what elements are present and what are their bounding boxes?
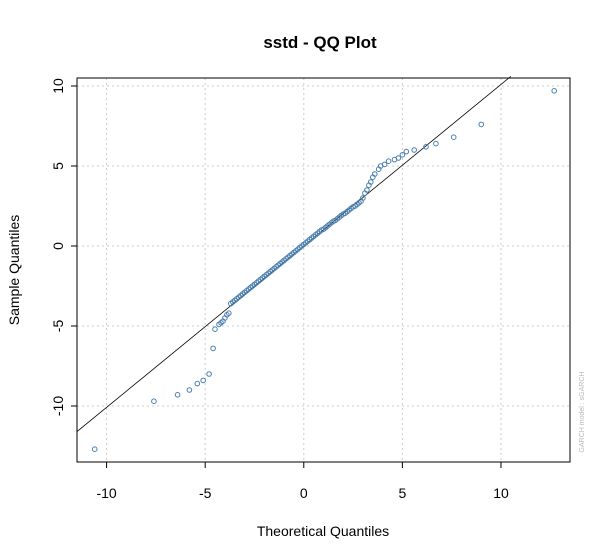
data-point bbox=[372, 171, 378, 177]
x-tick-label: 0 bbox=[300, 485, 308, 501]
x-axis: -10 -5 0 5 10 bbox=[96, 462, 509, 501]
data-point bbox=[478, 121, 485, 128]
data-point bbox=[395, 155, 402, 161]
x-tick-label: 10 bbox=[493, 485, 509, 501]
data-point bbox=[433, 140, 439, 147]
data-point bbox=[194, 380, 201, 387]
data-point bbox=[399, 152, 406, 158]
chart-title: sstd - QQ Plot bbox=[263, 33, 377, 52]
y-axis-label: Sample Quantiles bbox=[6, 215, 22, 326]
data-point bbox=[206, 371, 212, 377]
y-tick-label: 0 bbox=[50, 242, 66, 250]
data-point bbox=[200, 377, 206, 384]
data-point bbox=[450, 134, 457, 140]
y-tick-label: -10 bbox=[50, 396, 66, 416]
y-tick-label: -5 bbox=[50, 320, 66, 333]
data-point bbox=[368, 179, 374, 185]
plot-frame bbox=[76, 77, 571, 463]
y-tick-label: 10 bbox=[50, 78, 66, 94]
y-axis: -10 -5 0 5 10 bbox=[50, 78, 77, 416]
data-point bbox=[151, 398, 157, 405]
data-point bbox=[551, 88, 558, 94]
data-point bbox=[403, 148, 410, 155]
data-point bbox=[91, 446, 98, 453]
data-point bbox=[381, 161, 388, 168]
data-point bbox=[174, 392, 181, 398]
data-point bbox=[364, 187, 370, 193]
data-point bbox=[385, 158, 392, 164]
data-point bbox=[411, 147, 418, 153]
data-point bbox=[186, 387, 193, 393]
data-point bbox=[226, 310, 232, 317]
grid bbox=[77, 78, 570, 462]
data-point bbox=[423, 144, 429, 150]
x-tick-label: -10 bbox=[96, 485, 116, 501]
data-point bbox=[360, 195, 366, 201]
x-tick-label: -5 bbox=[199, 485, 212, 501]
y-tick-label: 5 bbox=[50, 162, 66, 170]
watermark: GARCH model : sGARCH bbox=[579, 372, 586, 453]
x-axis-label: Theoretical Quantiles bbox=[257, 523, 389, 539]
x-tick-label: 5 bbox=[398, 485, 406, 501]
data-points bbox=[91, 88, 558, 453]
data-point bbox=[212, 326, 218, 333]
data-point bbox=[210, 345, 216, 352]
